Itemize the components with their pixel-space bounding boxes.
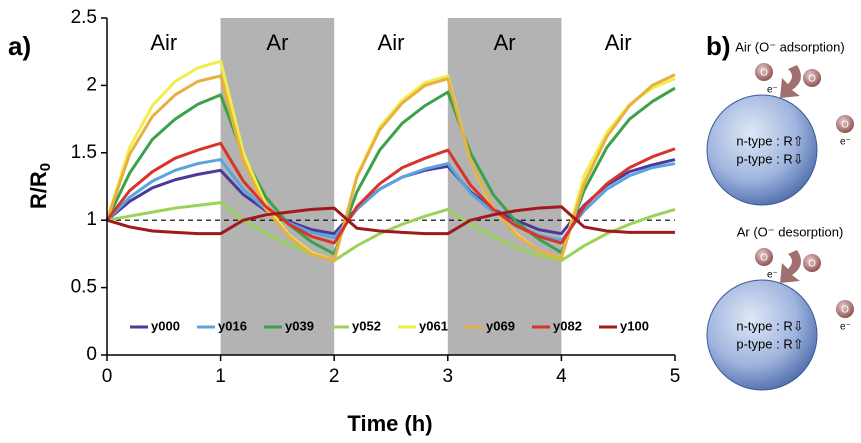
region-label: Ar [266, 30, 288, 55]
region-label: Ar [494, 30, 516, 55]
oxygen [836, 300, 854, 318]
y-axis-label-main: R/R [26, 171, 51, 209]
oxygen [755, 63, 773, 81]
legend-label: y061 [419, 318, 448, 333]
x-tick-label: 1 [215, 366, 226, 387]
oxygen-label: O [808, 259, 816, 270]
x-axis-label: Time (h) [347, 411, 432, 436]
y-axis-label: R/R0 [26, 163, 54, 209]
panel-label: b) [706, 31, 731, 61]
legend-label: y000 [151, 318, 180, 333]
data-line [105, 158, 676, 242]
region-label: Air [605, 30, 632, 55]
electron-label: e⁻ [840, 137, 851, 148]
diagram-title: Air (O⁻ adsorption) [735, 39, 844, 54]
grain-label: p-type : R⇩ [736, 151, 803, 166]
arrow [780, 250, 801, 283]
grain-label: n-type : R⇧ [736, 133, 803, 148]
y-tick-label: 1 [86, 209, 97, 230]
legend-label: y039 [285, 318, 314, 333]
diagram-title: Ar (O⁻ desorption) [737, 224, 844, 239]
electron-label: e⁻ [767, 270, 778, 281]
x-tick-label: 3 [443, 366, 454, 387]
legend-label: y016 [218, 318, 247, 333]
y-tick-label: 0 [86, 344, 97, 365]
panel-label: a) [8, 31, 31, 61]
data-line [105, 141, 676, 245]
data-line [105, 73, 676, 263]
data-line [106, 201, 676, 263]
oxygen [755, 248, 773, 266]
oxygen-label: O [760, 68, 768, 79]
electron-label: e⁻ [767, 85, 778, 96]
x-tick-label: 0 [102, 366, 113, 387]
region-label: Air [150, 30, 177, 55]
grain [706, 279, 818, 391]
oxygen [836, 115, 854, 133]
grain-label: n-type : R⇩ [736, 318, 803, 333]
legend-label: y052 [352, 318, 381, 333]
arrow [780, 65, 801, 98]
grain [706, 94, 818, 206]
x-tick-label: 5 [670, 366, 681, 387]
data-line [105, 59, 676, 263]
data-line [106, 205, 675, 236]
oxygen [803, 254, 821, 272]
oxygen [803, 69, 821, 87]
y-tick-label: 2.5 [71, 7, 97, 28]
x-tick-label: 4 [556, 366, 567, 387]
y-tick-label: 0.5 [71, 277, 97, 298]
x-tick-label: 2 [329, 366, 340, 387]
oxygen-label: O [841, 120, 849, 131]
y-tick-label: 1.5 [71, 142, 97, 163]
y-tick-label: 2 [86, 74, 97, 95]
y-axis-label-sub: 0 [37, 163, 54, 171]
electron-label: e⁻ [840, 322, 851, 333]
region-label: Air [378, 30, 405, 55]
oxygen-label: O [760, 253, 768, 264]
legend-label: y069 [486, 318, 515, 333]
legend-label: y082 [553, 318, 582, 333]
legend-label: y100 [620, 318, 649, 333]
oxygen-label: O [841, 305, 849, 316]
oxygen-label: O [808, 74, 816, 85]
grain-label: p-type : R⇧ [736, 336, 803, 351]
